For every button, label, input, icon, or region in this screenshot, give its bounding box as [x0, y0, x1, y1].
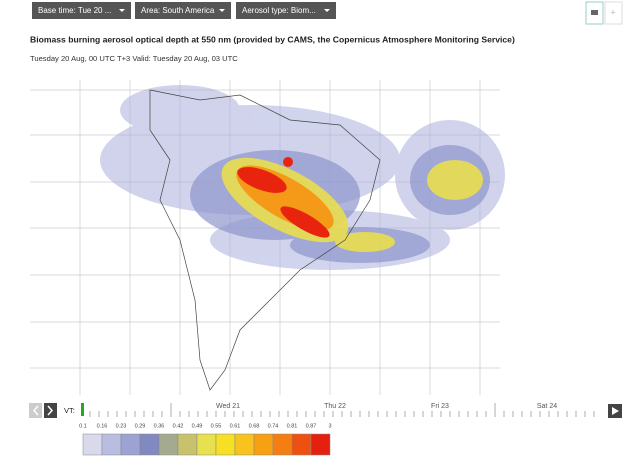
title: Biomass burning aerosol optical depth at…: [30, 34, 515, 44]
day-label: Sat 24: [537, 403, 557, 410]
legend-swatch: [139, 433, 160, 456]
base-time-text: Base time: Tue 20 ...: [38, 6, 111, 15]
add-button[interactable]: [604, 1, 623, 25]
dropdown-arrow: [219, 9, 225, 12]
time-ticks: [89, 403, 595, 417]
legend-label: 0.49: [192, 423, 203, 429]
time-marker[interactable]: [81, 403, 84, 416]
base-time-dropdown[interactable]: [32, 2, 131, 19]
plus-icon: +: [610, 7, 615, 17]
dropdown-arrow: [119, 9, 125, 12]
legend-label: 0.23: [116, 423, 127, 429]
area-dropdown[interactable]: [135, 2, 231, 19]
legend-swatch: [82, 433, 103, 456]
legend-label: 0.68: [249, 423, 260, 429]
day-label: Wed 21: [216, 403, 240, 410]
next-button[interactable]: [44, 403, 57, 418]
prev-icon: [32, 405, 39, 416]
legend-swatch: [310, 433, 331, 456]
legend-swatch: [196, 433, 217, 456]
legend-swatch: [120, 433, 141, 456]
day-label: Fri 23: [431, 403, 449, 410]
legend-swatch: [253, 433, 274, 456]
legend-label: 0.16: [97, 423, 108, 429]
legend-label: 0.42: [173, 423, 184, 429]
prev-button[interactable]: [29, 403, 42, 418]
legend-swatch: [215, 433, 236, 456]
legend-label: 0.87: [306, 423, 317, 429]
legend-label: 3: [328, 423, 331, 429]
legend: 0.1 0.16 0.23 0.29 0.36 0.42 0.49 0.55 0.61 0.68 0…: [79, 423, 332, 456]
legend-swatch: [234, 433, 255, 456]
legend-swatch: [272, 433, 293, 456]
legend-label: 0.74: [268, 423, 279, 429]
legend-label: 0.61: [230, 423, 241, 429]
vt-label: VT:: [64, 406, 75, 415]
print-icon: [591, 10, 598, 15]
dropdown-arrow: [324, 9, 330, 12]
aerosol-text: Aerosol type: Biom...: [242, 6, 316, 15]
day-label: Thu 22: [324, 403, 346, 410]
legend-label: 0.1: [79, 423, 87, 429]
legend-swatch: [101, 433, 122, 456]
legend-label: 0.81: [287, 423, 298, 429]
subtitle: Tuesday 20 Aug, 00 UTC T+3 Valid: Tuesda…: [30, 54, 238, 63]
area-text: Area: South America: [141, 6, 215, 15]
legend-swatch: [158, 433, 179, 456]
legend-label: 0.29: [135, 423, 146, 429]
legend-swatch: [177, 433, 198, 456]
next-icon: [47, 405, 54, 416]
map: [30, 80, 505, 395]
legend-swatch: [291, 433, 312, 456]
legend-label: 0.36: [154, 423, 165, 429]
play-icon: [612, 407, 619, 415]
legend-label: 0.55: [211, 423, 222, 429]
aerosol-dropdown[interactable]: [236, 2, 336, 19]
